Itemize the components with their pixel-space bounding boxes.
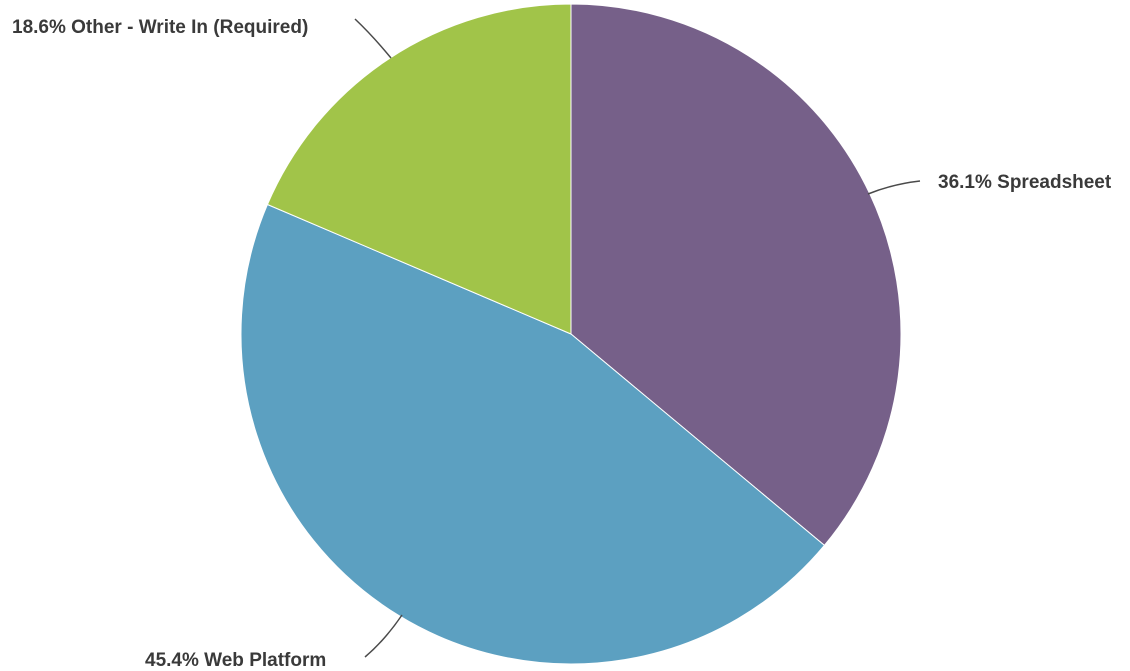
leader-spreadsheet (867, 180, 921, 195)
leader-other-write-in (354, 18, 392, 59)
leader-web-platform (364, 614, 403, 658)
slice-web-platform (240, 203, 826, 665)
slice-label-other-write-in: 18.6% Other - Write In (Required) (12, 17, 308, 38)
pie-slices (240, 3, 902, 665)
slice-labels: 36.1% Spreadsheet 45.4% Web Platform 18.… (12, 17, 1112, 671)
slice-label-web-platform: 45.4% Web Platform (145, 650, 326, 671)
slice-spreadsheet (570, 3, 902, 547)
slice-other-write-in (266, 3, 572, 335)
label-leader-lines (354, 18, 921, 658)
slice-label-spreadsheet: 36.1% Spreadsheet (938, 172, 1112, 193)
